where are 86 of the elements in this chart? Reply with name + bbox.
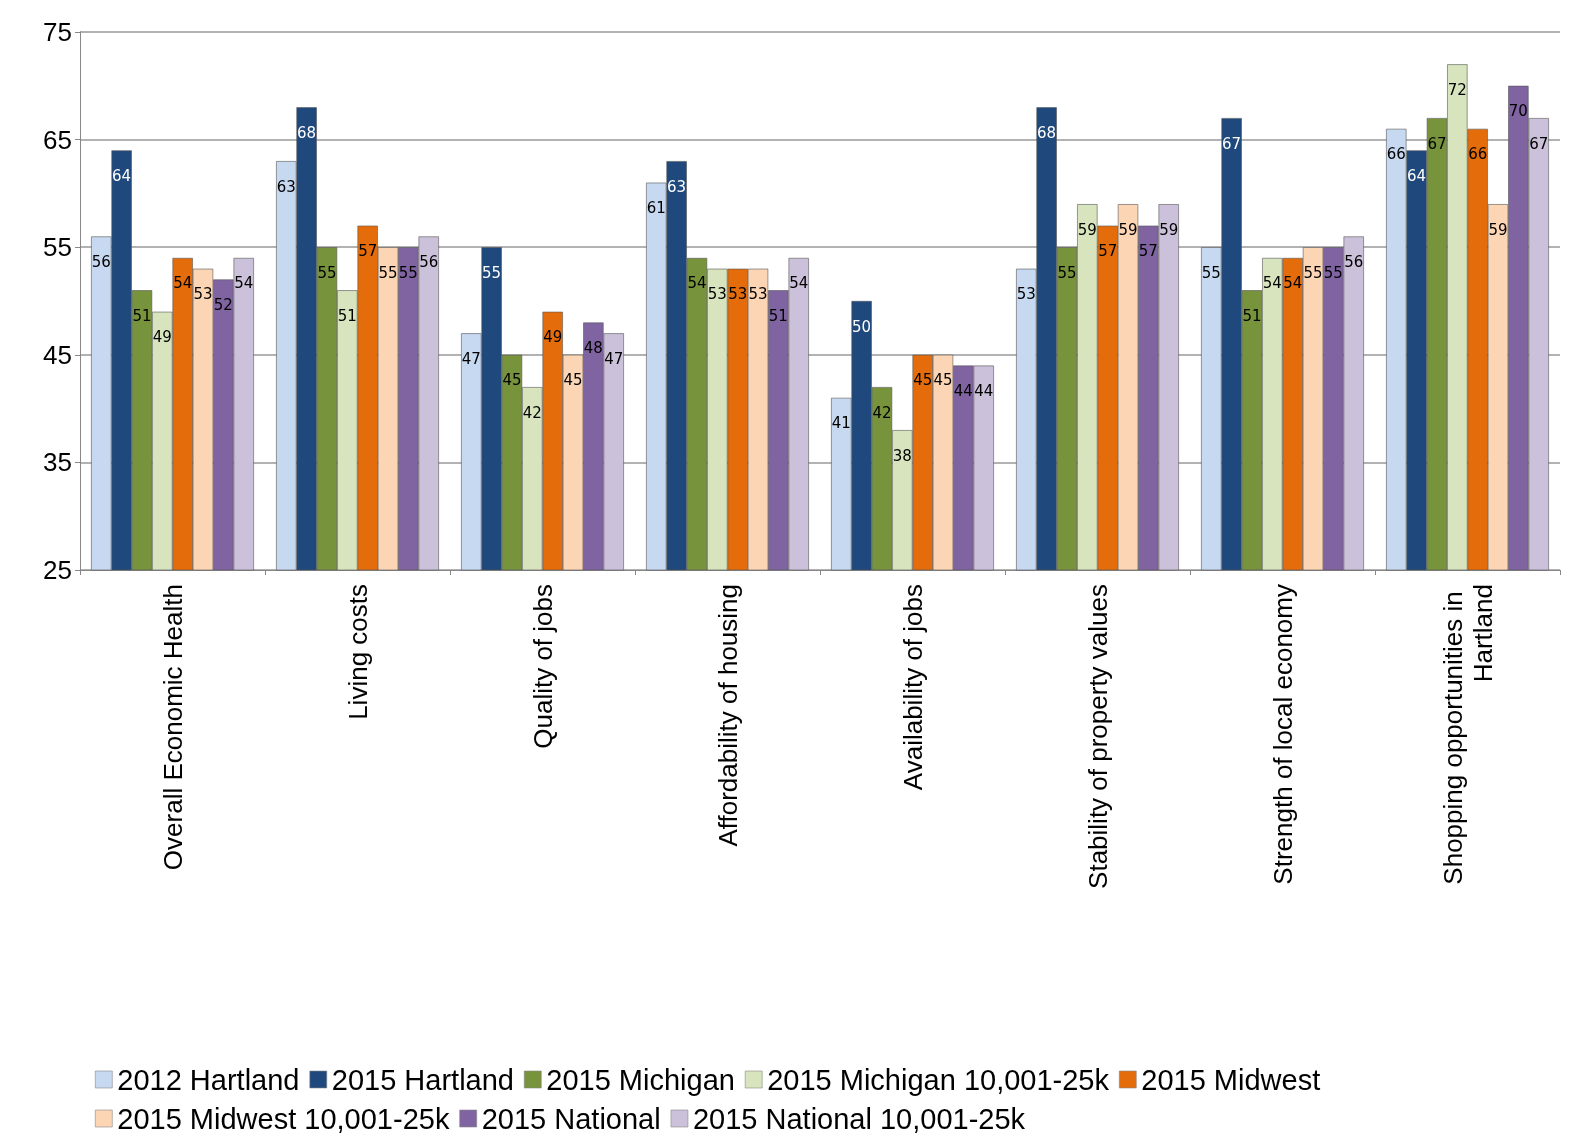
data-label: 49 (152, 328, 172, 347)
data-label: 67 (1222, 134, 1242, 153)
data-label: 54 (687, 274, 707, 293)
legend-label: 2015 Midwest 10,001-25k (117, 1102, 450, 1135)
x-tick-label: Availability of jobs (897, 584, 928, 791)
data-label: 55 (378, 263, 398, 282)
data-label: 57 (1098, 242, 1118, 261)
x-tick-label: Affordability of housing (712, 584, 743, 847)
data-label: 45 (502, 371, 522, 390)
x-tick-label: Overall Economic Health (157, 584, 188, 871)
data-label: 68 (1037, 123, 1057, 142)
x-tick-label: Strength of local economy (1267, 584, 1298, 885)
data-label: 47 (604, 349, 624, 368)
data-label: 45 (913, 371, 933, 390)
y-tick-label: 65 (43, 124, 72, 155)
data-label: 38 (892, 446, 912, 465)
data-label: 55 (1201, 263, 1221, 282)
data-label: 56 (1344, 252, 1364, 271)
data-label: 41 (831, 414, 851, 433)
data-label: 66 (1386, 145, 1406, 164)
data-label: 42 (872, 403, 892, 422)
data-label: 64 (112, 166, 132, 185)
data-label: 49 (543, 328, 563, 347)
data-label: 59 (1159, 220, 1179, 239)
data-label: 67 (1427, 134, 1447, 153)
data-label: 57 (358, 242, 378, 261)
data-label: 55 (482, 263, 502, 282)
data-label: 56 (91, 252, 111, 271)
data-label: 44 (953, 382, 973, 401)
data-label: 44 (974, 382, 994, 401)
y-tick-label: 75 (43, 17, 72, 47)
data-label: 51 (768, 306, 788, 325)
data-label: 59 (1488, 220, 1508, 239)
data-label: 52 (213, 295, 233, 314)
data-label: 51 (337, 306, 357, 325)
y-tick-label: 45 (43, 339, 72, 370)
data-label: 53 (748, 285, 768, 304)
x-tick-label: Shopping opportunities in Hartland (1437, 584, 1498, 885)
data-label: 55 (398, 263, 418, 282)
data-label: 66 (1468, 145, 1488, 164)
legend-label: 2015 Michigan 10,001-25k (767, 1063, 1110, 1096)
data-label: 55 (1303, 263, 1323, 282)
data-label: 54 (789, 274, 809, 293)
data-label: 70 (1508, 102, 1528, 121)
x-tick-label: Quality of jobs (527, 584, 558, 749)
data-label: 53 (1016, 285, 1036, 304)
data-label: 53 (193, 285, 213, 304)
data-label: 55 (1323, 263, 1343, 282)
y-tick-label: 35 (43, 447, 72, 478)
data-label: 56 (419, 252, 439, 271)
data-label: 45 (563, 371, 583, 390)
data-label: 55 (317, 263, 337, 282)
data-label: 47 (461, 349, 481, 368)
data-label: 55 (1057, 263, 1077, 282)
data-label: 54 (173, 274, 193, 293)
data-label: 68 (297, 123, 317, 142)
data-label: 57 (1138, 242, 1158, 261)
data-label: 51 (132, 306, 152, 325)
data-label: 72 (1447, 80, 1467, 99)
x-tick-label: Living costs (342, 584, 373, 720)
data-label: 67 (1529, 134, 1549, 153)
data-label: 54 (1283, 274, 1303, 293)
legend-label: 2015 Michigan (546, 1063, 735, 1096)
legend-label: 2015 National 10,001-25k (692, 1102, 1026, 1135)
data-label: 54 (1262, 274, 1282, 293)
y-tick-label: 55 (43, 232, 72, 263)
data-label: 45 (933, 371, 953, 390)
legend-label: 2015 Midwest (1141, 1063, 1321, 1096)
legend-label: 2012 Hartland (117, 1063, 300, 1096)
y-tick-label: 25 (43, 555, 72, 585)
data-label: 59 (1077, 220, 1097, 239)
data-label: 63 (276, 177, 296, 196)
data-label: 61 (646, 199, 666, 218)
x-tick-label: Stability of property values (1082, 584, 1113, 889)
data-label: 64 (1407, 166, 1427, 185)
data-label: 53 (728, 285, 748, 304)
data-label: 48 (583, 339, 603, 358)
data-label: 54 (234, 274, 254, 293)
data-label: 53 (707, 285, 727, 304)
data-label: 50 (852, 317, 872, 336)
legend-label: 2015 National (481, 1102, 661, 1135)
legend-label: 2015 Hartland (331, 1063, 514, 1096)
data-label: 42 (522, 403, 542, 422)
data-label: 63 (667, 177, 687, 196)
data-label: 51 (1242, 306, 1262, 325)
data-label: 59 (1118, 220, 1138, 239)
